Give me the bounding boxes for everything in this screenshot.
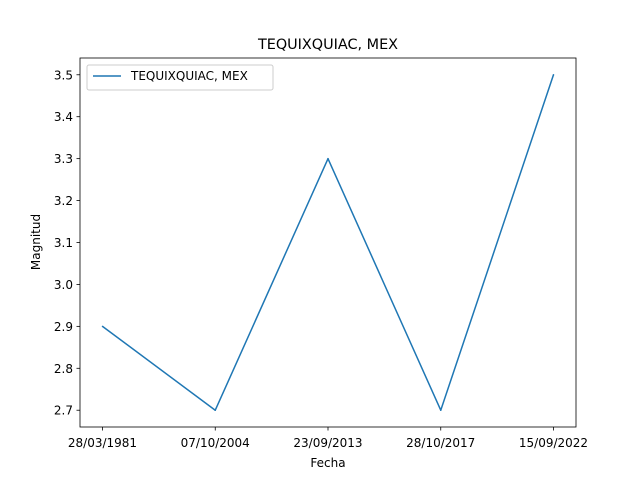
x-tick-label: 23/09/2013	[293, 436, 362, 450]
y-tick-label: 2.9	[54, 320, 73, 334]
x-axis-ticks: 28/03/1981 07/10/2004 23/09/2013 28/10/2017…	[68, 427, 588, 450]
data-point	[214, 409, 216, 411]
y-tick-label: 3.2	[54, 194, 73, 208]
series-line	[102, 74, 555, 411]
y-tick-label: 3.4	[54, 110, 73, 124]
data-point	[101, 325, 104, 328]
y-tick-label: 2.7	[54, 404, 73, 418]
data-point	[552, 74, 555, 76]
x-tick-label: 15/09/2022	[519, 436, 588, 450]
y-tick-label: 2.8	[54, 362, 73, 376]
y-axis-label: Magnitud	[29, 214, 43, 270]
y-tick-label: 3.3	[54, 152, 73, 166]
data-point	[440, 409, 442, 411]
x-tick-label: 07/10/2004	[181, 436, 250, 450]
y-tick-label: 3.5	[54, 68, 73, 82]
x-tick-label: 28/03/1981	[68, 436, 137, 450]
y-tick-label: 3.1	[54, 236, 73, 250]
series-layer	[101, 74, 555, 411]
x-tick-label: 28/10/2017	[406, 436, 475, 450]
y-tick-label: 3.0	[54, 278, 73, 292]
legend: TEQUIXQUIAC, MEX	[86, 64, 274, 91]
legend-label: TEQUIXQUIAC, MEX	[130, 69, 248, 83]
legend-box	[86, 64, 274, 91]
data-point	[327, 157, 329, 160]
x-axis-label: Fecha	[310, 456, 345, 470]
plot-frame	[79, 57, 577, 428]
y-axis-ticks: 2.7 2.8 2.9 3.0 3.1 3.2 3.3 3.4 3.5	[54, 68, 80, 418]
chart-title: TEQUIXQUIAC, MEX	[257, 37, 398, 53]
